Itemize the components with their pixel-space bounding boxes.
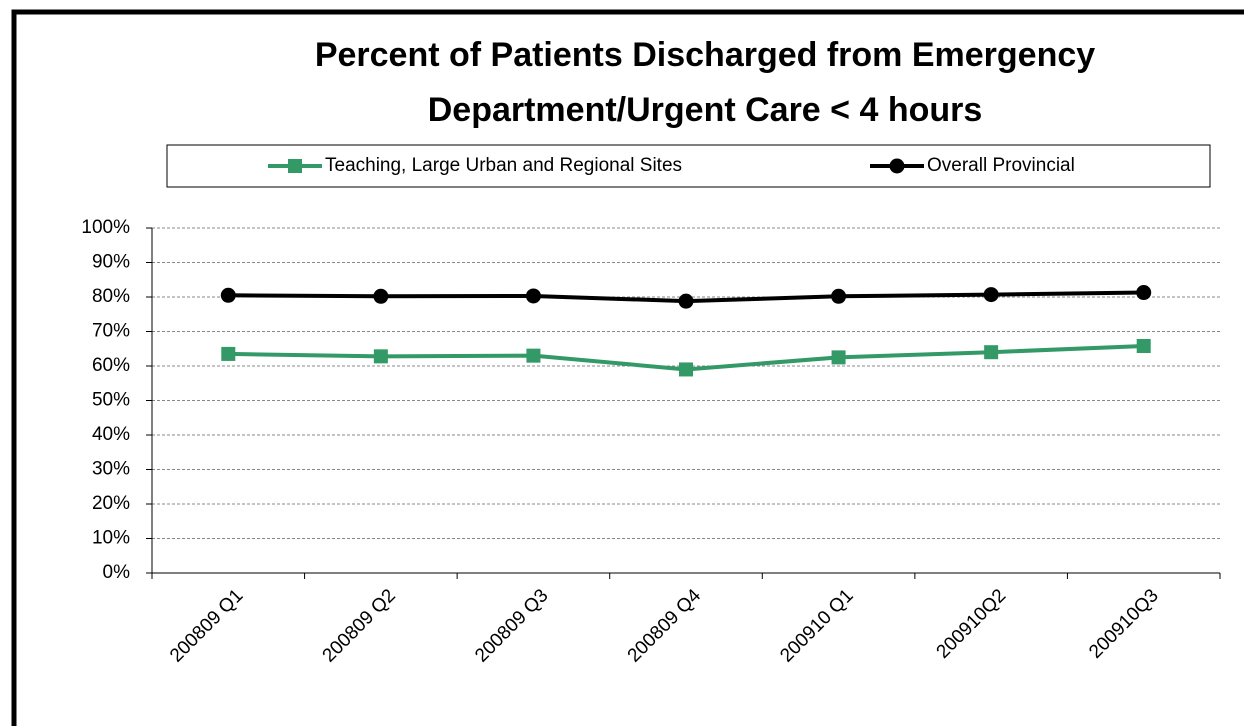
data-point: [525, 288, 541, 304]
data-point: [984, 345, 999, 360]
data-point: [221, 346, 236, 361]
y-tick-label: 60%: [92, 355, 130, 376]
y-tick-label: 20%: [92, 493, 130, 514]
y-tick-label: 50%: [92, 390, 130, 411]
y-tick-label: 10%: [92, 528, 130, 549]
y-tick-label: 70%: [92, 321, 130, 342]
y-tick-label: 90%: [92, 252, 130, 273]
y-tick-label: 0%: [103, 562, 131, 583]
data-point: [373, 349, 388, 364]
y-tick-label: 40%: [92, 424, 130, 445]
x-tick-label: 200910Q3: [1085, 585, 1163, 663]
frame: [11, 9, 1244, 726]
data-point: [373, 288, 389, 304]
data-point: [983, 287, 999, 303]
y-tick-label: 80%: [92, 286, 130, 307]
data-point: [679, 362, 693, 377]
data-point: [526, 348, 541, 363]
y-tick-label: 30%: [92, 459, 130, 480]
data-point: [1136, 285, 1152, 301]
data-point: [831, 288, 847, 304]
legend-marker: [889, 158, 905, 174]
data-point: [678, 293, 694, 309]
legend-label: Overall Provincial: [927, 155, 1075, 176]
legend-box: [166, 144, 1211, 188]
x-tick-label: 200809 Q3: [471, 585, 552, 666]
data-point: [220, 287, 236, 303]
y-tick-label: 100%: [81, 217, 130, 238]
legend-label: Teaching, Large Urban and Regional Sites: [325, 155, 682, 176]
chart-title: Percent of Patients Discharged from Emer…: [314, 36, 1096, 129]
data-point: [831, 350, 846, 365]
legend-marker: [288, 159, 302, 173]
x-tick-label: 200809 Q2: [319, 585, 400, 666]
x-tick-label: 200809 Q1: [166, 585, 247, 666]
data-point: [1136, 338, 1151, 353]
x-tick-label: 200910Q2: [933, 585, 1011, 663]
x-tick-label: 200910 Q1: [776, 585, 857, 666]
x-tick-label: 200809 Q4: [624, 585, 706, 667]
